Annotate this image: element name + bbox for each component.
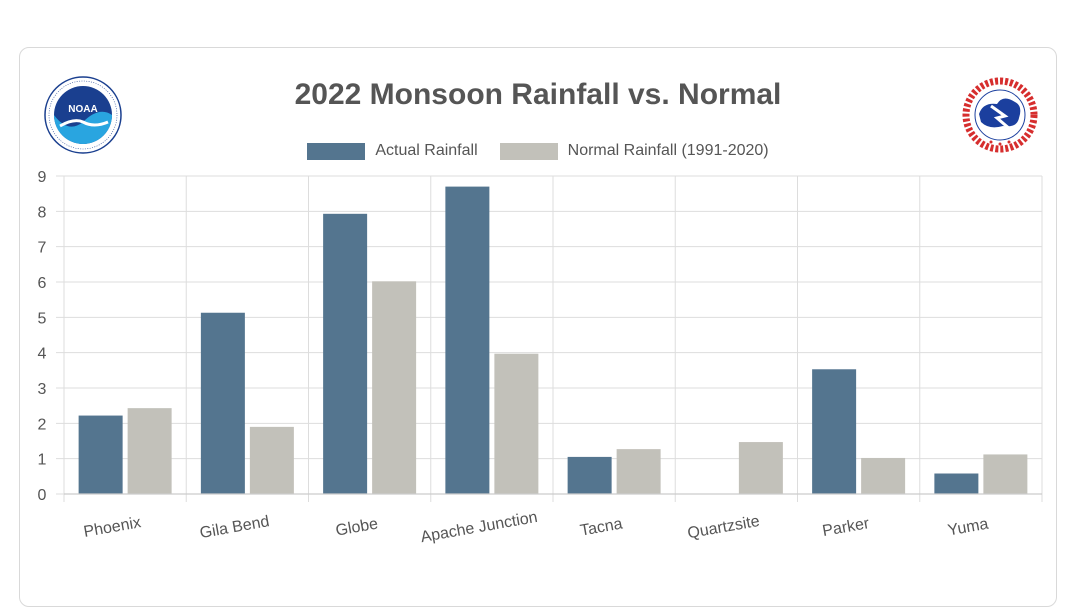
x-tick-label: Globe	[334, 515, 379, 539]
y-tick-label: 7	[38, 240, 47, 257]
x-tick-label: Gila Bend	[199, 513, 271, 542]
x-tick-label: Yuma	[946, 516, 989, 540]
bar-actual-rainfall	[78, 415, 123, 494]
legend-item-normal[interactable]: Normal Rainfall (1991-2020)	[499, 142, 769, 160]
legend-item-actual[interactable]: Actual Rainfall	[307, 142, 478, 160]
legend-swatch-actual	[307, 142, 366, 160]
chart-title: 2022 Monsoon Rainfall vs. Normal	[294, 78, 782, 111]
y-tick-label: 1	[38, 452, 47, 469]
y-tick-label: 2	[38, 416, 47, 433]
chart-card	[19, 47, 1057, 607]
y-tick-label: 9	[38, 169, 47, 186]
bar-normal-rainfall	[738, 442, 783, 494]
legend-swatch-normal	[499, 142, 558, 160]
bar-chart: 0 1 2 3 4 5 6 7 8 9 Phoenix Gila Bend Globe Apache Ju…	[38, 169, 1043, 546]
x-tick-label: Apache Junction	[419, 509, 538, 546]
bar-normal-rainfall	[127, 408, 172, 494]
y-tick-label: 0	[38, 487, 47, 504]
legend-label-actual: Actual Rainfall	[375, 142, 478, 159]
x-tick-label: Quartzsite	[686, 513, 761, 542]
noaa-logo-text: NOAA	[68, 104, 97, 115]
noaa-logo: NOAA	[44, 76, 122, 154]
y-tick-label: 3	[38, 381, 47, 398]
bar-actual-rainfall	[200, 312, 245, 494]
y-tick-label: 6	[38, 275, 47, 292]
bar-actual-rainfall	[812, 369, 857, 494]
bar-normal-rainfall	[861, 457, 906, 494]
x-tick-label: Phoenix	[82, 514, 142, 541]
bar-normal-rainfall	[983, 454, 1028, 494]
legend-label-normal: Normal Rainfall (1991-2020)	[567, 142, 769, 159]
bar-normal-rainfall	[616, 449, 661, 494]
bar-normal-rainfall	[249, 426, 294, 494]
bar-normal-rainfall	[372, 281, 417, 494]
y-tick-label: 8	[38, 204, 47, 221]
y-tick-label: 4	[38, 346, 47, 363]
bar-actual-rainfall	[323, 213, 368, 494]
bar-actual-rainfall	[567, 456, 612, 494]
bar-actual-rainfall	[934, 473, 979, 494]
chart-legend: Actual Rainfall Normal Rainfall (1991-20…	[0, 142, 1076, 160]
x-tick-label: Parker	[821, 515, 871, 540]
y-tick-label: 5	[38, 310, 47, 327]
bar-actual-rainfall	[445, 186, 490, 494]
bar-normal-rainfall	[494, 353, 539, 494]
x-tick-label: Tacna	[579, 515, 624, 539]
nws-logo	[962, 77, 1038, 153]
